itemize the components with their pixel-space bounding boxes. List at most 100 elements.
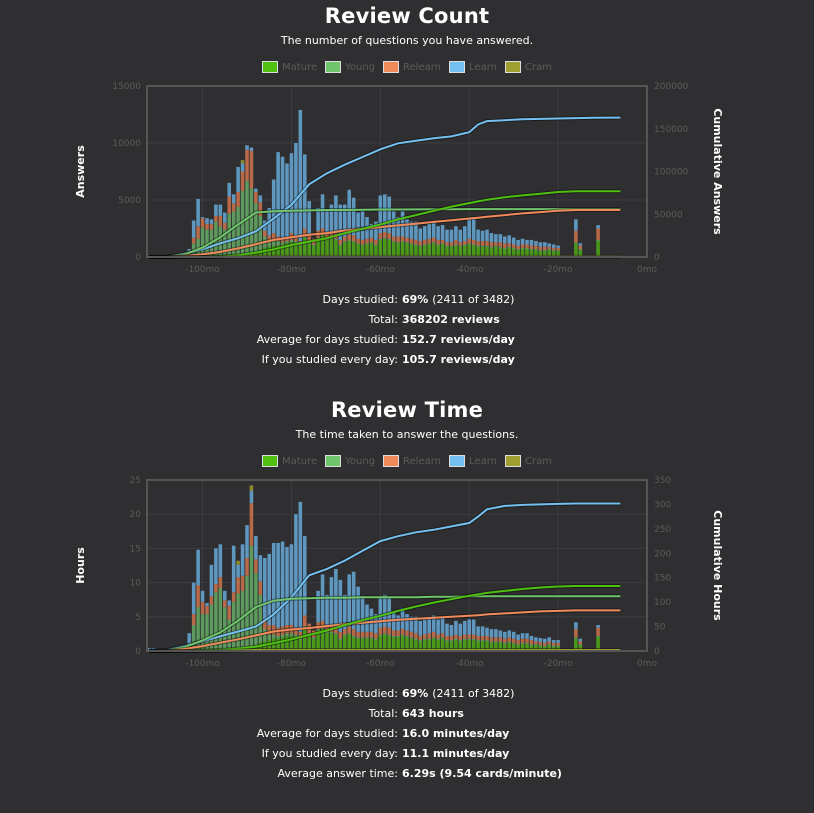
bar-young[interactable] (205, 614, 209, 651)
bar-mature[interactable] (547, 645, 551, 651)
bar-relearn[interactable] (471, 239, 476, 245)
bar-relearn[interactable] (596, 627, 600, 636)
bar-learn[interactable] (205, 218, 209, 224)
bar-relearn[interactable] (445, 242, 449, 246)
bar-learn[interactable] (227, 600, 231, 606)
bar-learn[interactable] (534, 637, 538, 642)
bar-young[interactable] (538, 644, 543, 647)
bar-relearn[interactable] (249, 503, 254, 546)
bar-learn[interactable] (503, 631, 507, 639)
bar-mature[interactable] (529, 645, 534, 651)
bar-mature[interactable] (463, 640, 467, 651)
bar-mature[interactable] (263, 247, 267, 257)
bar-mature[interactable] (454, 245, 458, 257)
bar-young[interactable] (431, 637, 436, 639)
bar-learn[interactable] (480, 230, 485, 242)
bar-learn[interactable] (409, 616, 414, 632)
bar-young[interactable] (471, 638, 476, 641)
bar-young[interactable] (347, 633, 351, 635)
bar-mature[interactable] (476, 641, 480, 651)
bar-young[interactable] (556, 250, 560, 252)
bar-relearn[interactable] (263, 230, 267, 237)
bar-mature[interactable] (405, 637, 409, 651)
bar-learn[interactable] (280, 156, 285, 239)
bar-young[interactable] (458, 640, 463, 642)
bar-mature[interactable] (414, 245, 418, 257)
bar-mature[interactable] (543, 251, 547, 257)
bar-young[interactable] (454, 638, 458, 641)
bar-relearn[interactable] (485, 241, 489, 246)
bar-relearn[interactable] (494, 637, 498, 642)
bar-young[interactable] (249, 188, 254, 255)
bar-young[interactable] (445, 245, 449, 247)
bar-relearn[interactable] (578, 245, 583, 250)
bar-mature[interactable] (329, 633, 334, 651)
bar-mature[interactable] (347, 241, 351, 257)
bar-learn[interactable] (551, 640, 556, 643)
bar-mature[interactable] (520, 249, 525, 257)
bar-learn[interactable] (525, 239, 529, 245)
bar-relearn[interactable] (285, 237, 289, 242)
bar-young[interactable] (387, 634, 391, 636)
bar-mature[interactable] (383, 634, 387, 651)
bar-learn[interactable] (418, 228, 423, 242)
bar-learn[interactable] (507, 630, 511, 638)
bar-relearn[interactable] (263, 619, 267, 630)
bar-learn[interactable] (463, 620, 467, 635)
bar-relearn[interactable] (209, 596, 214, 605)
cumulative-line-learn[interactable] (149, 502, 621, 652)
bar-young[interactable] (507, 641, 511, 643)
bar-young[interactable] (396, 242, 400, 244)
cumulative-line-learn[interactable] (149, 116, 621, 258)
bar-mature[interactable] (360, 638, 365, 651)
bar-mature[interactable] (383, 238, 387, 257)
legend-item-cram[interactable]: Cram (504, 455, 552, 467)
bar-relearn[interactable] (329, 233, 334, 238)
bar-young[interactable] (276, 635, 280, 639)
bar-young[interactable] (200, 227, 205, 257)
bar-learn[interactable] (423, 619, 427, 635)
bar-learn[interactable] (218, 204, 223, 216)
bar-mature[interactable] (316, 630, 320, 651)
bar-learn[interactable] (276, 152, 280, 237)
bar-young[interactable] (467, 243, 471, 245)
bar-learn[interactable] (467, 219, 471, 239)
bar-young[interactable] (543, 250, 547, 252)
bar-learn[interactable] (405, 614, 409, 631)
bar-relearn[interactable] (227, 605, 231, 620)
bar-mature[interactable] (303, 237, 307, 257)
legend-item-relearn[interactable]: Relearn (383, 455, 441, 467)
bar-mature[interactable] (343, 242, 347, 257)
bar-learn[interactable] (369, 608, 374, 632)
bar-mature[interactable] (360, 245, 365, 257)
bar-mature[interactable] (551, 251, 556, 257)
bar-relearn[interactable] (454, 239, 458, 245)
bar-learn[interactable] (351, 571, 356, 630)
bar-young[interactable] (534, 644, 538, 646)
bar-relearn[interactable] (409, 631, 414, 638)
bar-mature[interactable] (574, 243, 578, 257)
bar-young[interactable] (240, 590, 245, 651)
bar-young[interactable] (227, 213, 231, 257)
bar-young[interactable] (231, 211, 236, 257)
bar-relearn[interactable] (356, 631, 360, 638)
bar-relearn[interactable] (223, 222, 227, 230)
bar-relearn[interactable] (320, 228, 325, 235)
bar-mature[interactable] (578, 250, 583, 257)
bar-young[interactable] (240, 190, 245, 257)
bar-mature[interactable] (271, 638, 276, 651)
bar-relearn[interactable] (369, 631, 374, 638)
bar-young[interactable] (525, 247, 529, 250)
bar-young[interactable] (311, 637, 316, 639)
bar-relearn[interactable] (236, 192, 240, 207)
bar-learn[interactable] (383, 194, 387, 232)
bar-learn[interactable] (205, 603, 209, 606)
bar-young[interactable] (214, 592, 218, 651)
bar-learn[interactable] (507, 235, 511, 244)
bar-learn[interactable] (316, 590, 320, 623)
bar-relearn[interactable] (574, 629, 578, 638)
bar-mature[interactable] (365, 244, 369, 257)
bar-learn[interactable] (209, 564, 214, 597)
bar-relearn[interactable] (387, 233, 391, 239)
bar-relearn[interactable] (494, 242, 498, 246)
